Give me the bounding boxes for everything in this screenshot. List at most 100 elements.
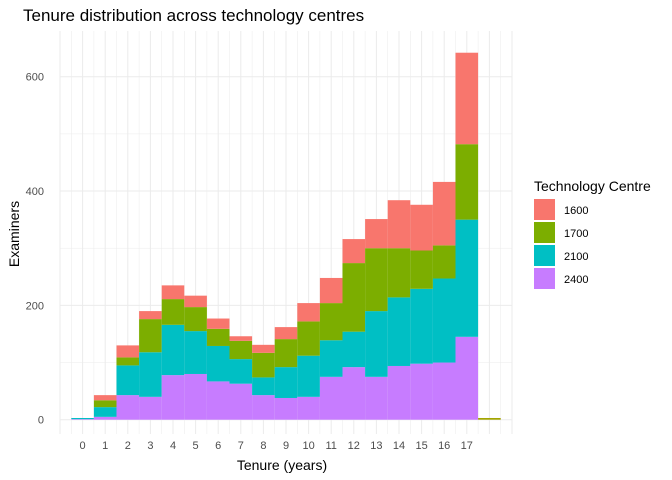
y-tick-label: 400 [26, 186, 44, 198]
bar-segment-1700-year-17 [455, 144, 479, 220]
bar-segment-2400-year-0 [71, 419, 94, 420]
legend-key-1600 [534, 199, 555, 220]
bar-segment-2400-year-13 [365, 376, 388, 420]
x-tick-label: 15 [415, 440, 427, 452]
bar-segment-1700-year-8 [252, 352, 275, 378]
x-tick-label: 8 [260, 440, 266, 452]
bar-segment-2100-year-15 [410, 288, 433, 364]
bar-segment-2400-year-2 [116, 395, 140, 420]
x-tick-label: 12 [348, 440, 360, 452]
bar-segment-2100-year-10 [297, 355, 320, 397]
bar-segment-1600-year-2 [116, 345, 140, 358]
bar-segment-1700-year-4 [161, 299, 185, 325]
bar-segment-2100-year-8 [252, 377, 275, 396]
bar-segment-1700-year-14 [387, 248, 411, 298]
bar-segment-1700-year-2 [116, 357, 140, 366]
x-axis-title: Tenure (years) [237, 457, 327, 473]
bar-segment-2100-year-14 [387, 297, 411, 366]
legend-label-1600: 1600 [564, 205, 588, 217]
y-tick-label: 600 [26, 72, 44, 84]
x-axis-ticks: 0 1 2 3 4 5 6 7 8 9 10 11 12 13 14 15 16 17 [80, 440, 473, 452]
bar-segment-2100-year-9 [274, 367, 298, 398]
bar-segment-1700-year-1 [93, 400, 117, 408]
bar-segment-1600-year-14 [387, 200, 411, 249]
bar-segment-2100-year-5 [184, 331, 207, 374]
x-tick-label: 7 [238, 440, 244, 452]
legend: Technology Centre 1600 1700 2100 2400 [534, 178, 651, 289]
bar-segment-2100-year-0 [71, 417, 94, 420]
bar-segment-1600-year-16 [432, 181, 456, 246]
x-tick-label: 4 [170, 440, 176, 452]
bar-segment-2100-year-2 [116, 365, 140, 396]
bar-segment-2400-year-17 [455, 336, 479, 420]
bar-segment-2100-year-17 [455, 219, 479, 337]
bar-segment-2100-year-16 [432, 278, 456, 363]
bar-segment-1700-year-7 [229, 340, 253, 360]
bar-segment-1600-year-13 [365, 219, 388, 249]
bar-segment-1700-year-13 [365, 248, 388, 312]
x-tick-label: 1 [102, 440, 108, 452]
bar-segment-1600-year-17 [455, 52, 479, 145]
chart-title: Tenure distribution across technology ce… [23, 6, 364, 25]
bar-segment-2400-year-5 [184, 373, 207, 420]
x-tick-label: 14 [393, 440, 405, 452]
bar-segment-1600-year-6 [206, 318, 230, 329]
x-tick-label: 13 [370, 440, 382, 452]
y-tick-label: 0 [38, 415, 44, 427]
bar-segment-1600-year-8 [252, 344, 275, 353]
x-tick-label: 9 [283, 440, 289, 452]
bar-segment-1700-year-11 [319, 303, 343, 341]
legend-key-2400 [534, 268, 555, 289]
bar-segment-2400-year-16 [432, 362, 456, 420]
bar-segment-2400-year-4 [161, 375, 185, 420]
bar-segment-1600-year-4 [161, 285, 185, 300]
bar-segment-2400-year-11 [319, 376, 343, 420]
bar-segment-1700-year-16 [432, 245, 456, 279]
bar-segment-1700-year-9 [274, 339, 298, 368]
bar-segment-2100-year-1 [93, 407, 117, 417]
bar-segment-2400-year-1 [93, 416, 117, 420]
legend-label-2100: 2100 [564, 251, 588, 263]
bar-segment-2400-year-10 [297, 396, 320, 420]
bar-segment-2400-year-3 [139, 396, 162, 420]
bar-segment-1700-year-15 [410, 250, 433, 289]
bar-segment-2400-year-12 [342, 367, 366, 420]
bar-segment-2400-year-7 [229, 383, 253, 420]
bar-segment-1600-year-7 [229, 336, 253, 341]
bar-segment-2400-year-8 [252, 395, 275, 420]
x-tick-label: 10 [302, 440, 314, 452]
bar-segment-1700-year-12 [342, 263, 366, 332]
bar-segment-1600-year-11 [319, 277, 343, 304]
x-tick-label: 3 [147, 440, 153, 452]
x-tick-label: 6 [215, 440, 221, 452]
y-tick-label: 200 [26, 300, 44, 312]
x-tick-label: 0 [80, 440, 86, 452]
bar-segment-1700-year-5 [184, 307, 207, 332]
bar-segment-2100-year-4 [161, 324, 185, 376]
bar-segment-2100-year-7 [229, 359, 253, 384]
y-axis-ticks: 0 200 400 600 [26, 72, 44, 427]
x-tick-label: 2 [125, 440, 131, 452]
legend-key-1700 [534, 222, 555, 243]
bar-segment-2400-year-6 [206, 381, 230, 420]
bar-segment-1700-year-6 [206, 328, 230, 346]
bar-segment-2400-year-14 [387, 365, 411, 420]
legend-title: Technology Centre [534, 178, 651, 194]
bar-segment-1600-year-9 [274, 327, 298, 340]
x-tick-label: 17 [461, 440, 473, 452]
x-tick-label: 5 [193, 440, 199, 452]
bar-segment-1600-year-10 [297, 303, 320, 322]
bar-segment-2100-year-12 [342, 331, 366, 368]
bar-extra [478, 417, 501, 420]
bar-segment-1600-year-15 [410, 204, 433, 251]
bar-segment-1600-year-12 [342, 239, 366, 264]
bar-segment-2400-year-15 [410, 363, 433, 420]
bar-segment-2400-year-9 [274, 397, 298, 420]
x-tick-label: 11 [325, 440, 336, 452]
bar-segment-2100-year-3 [139, 352, 162, 397]
bar-segment-1600-year-3 [139, 311, 162, 320]
bar-segment-1700-year-3 [139, 319, 162, 353]
bar-segment-1700-year-10 [297, 321, 320, 356]
bar-segment-1600-year-1 [93, 395, 117, 401]
